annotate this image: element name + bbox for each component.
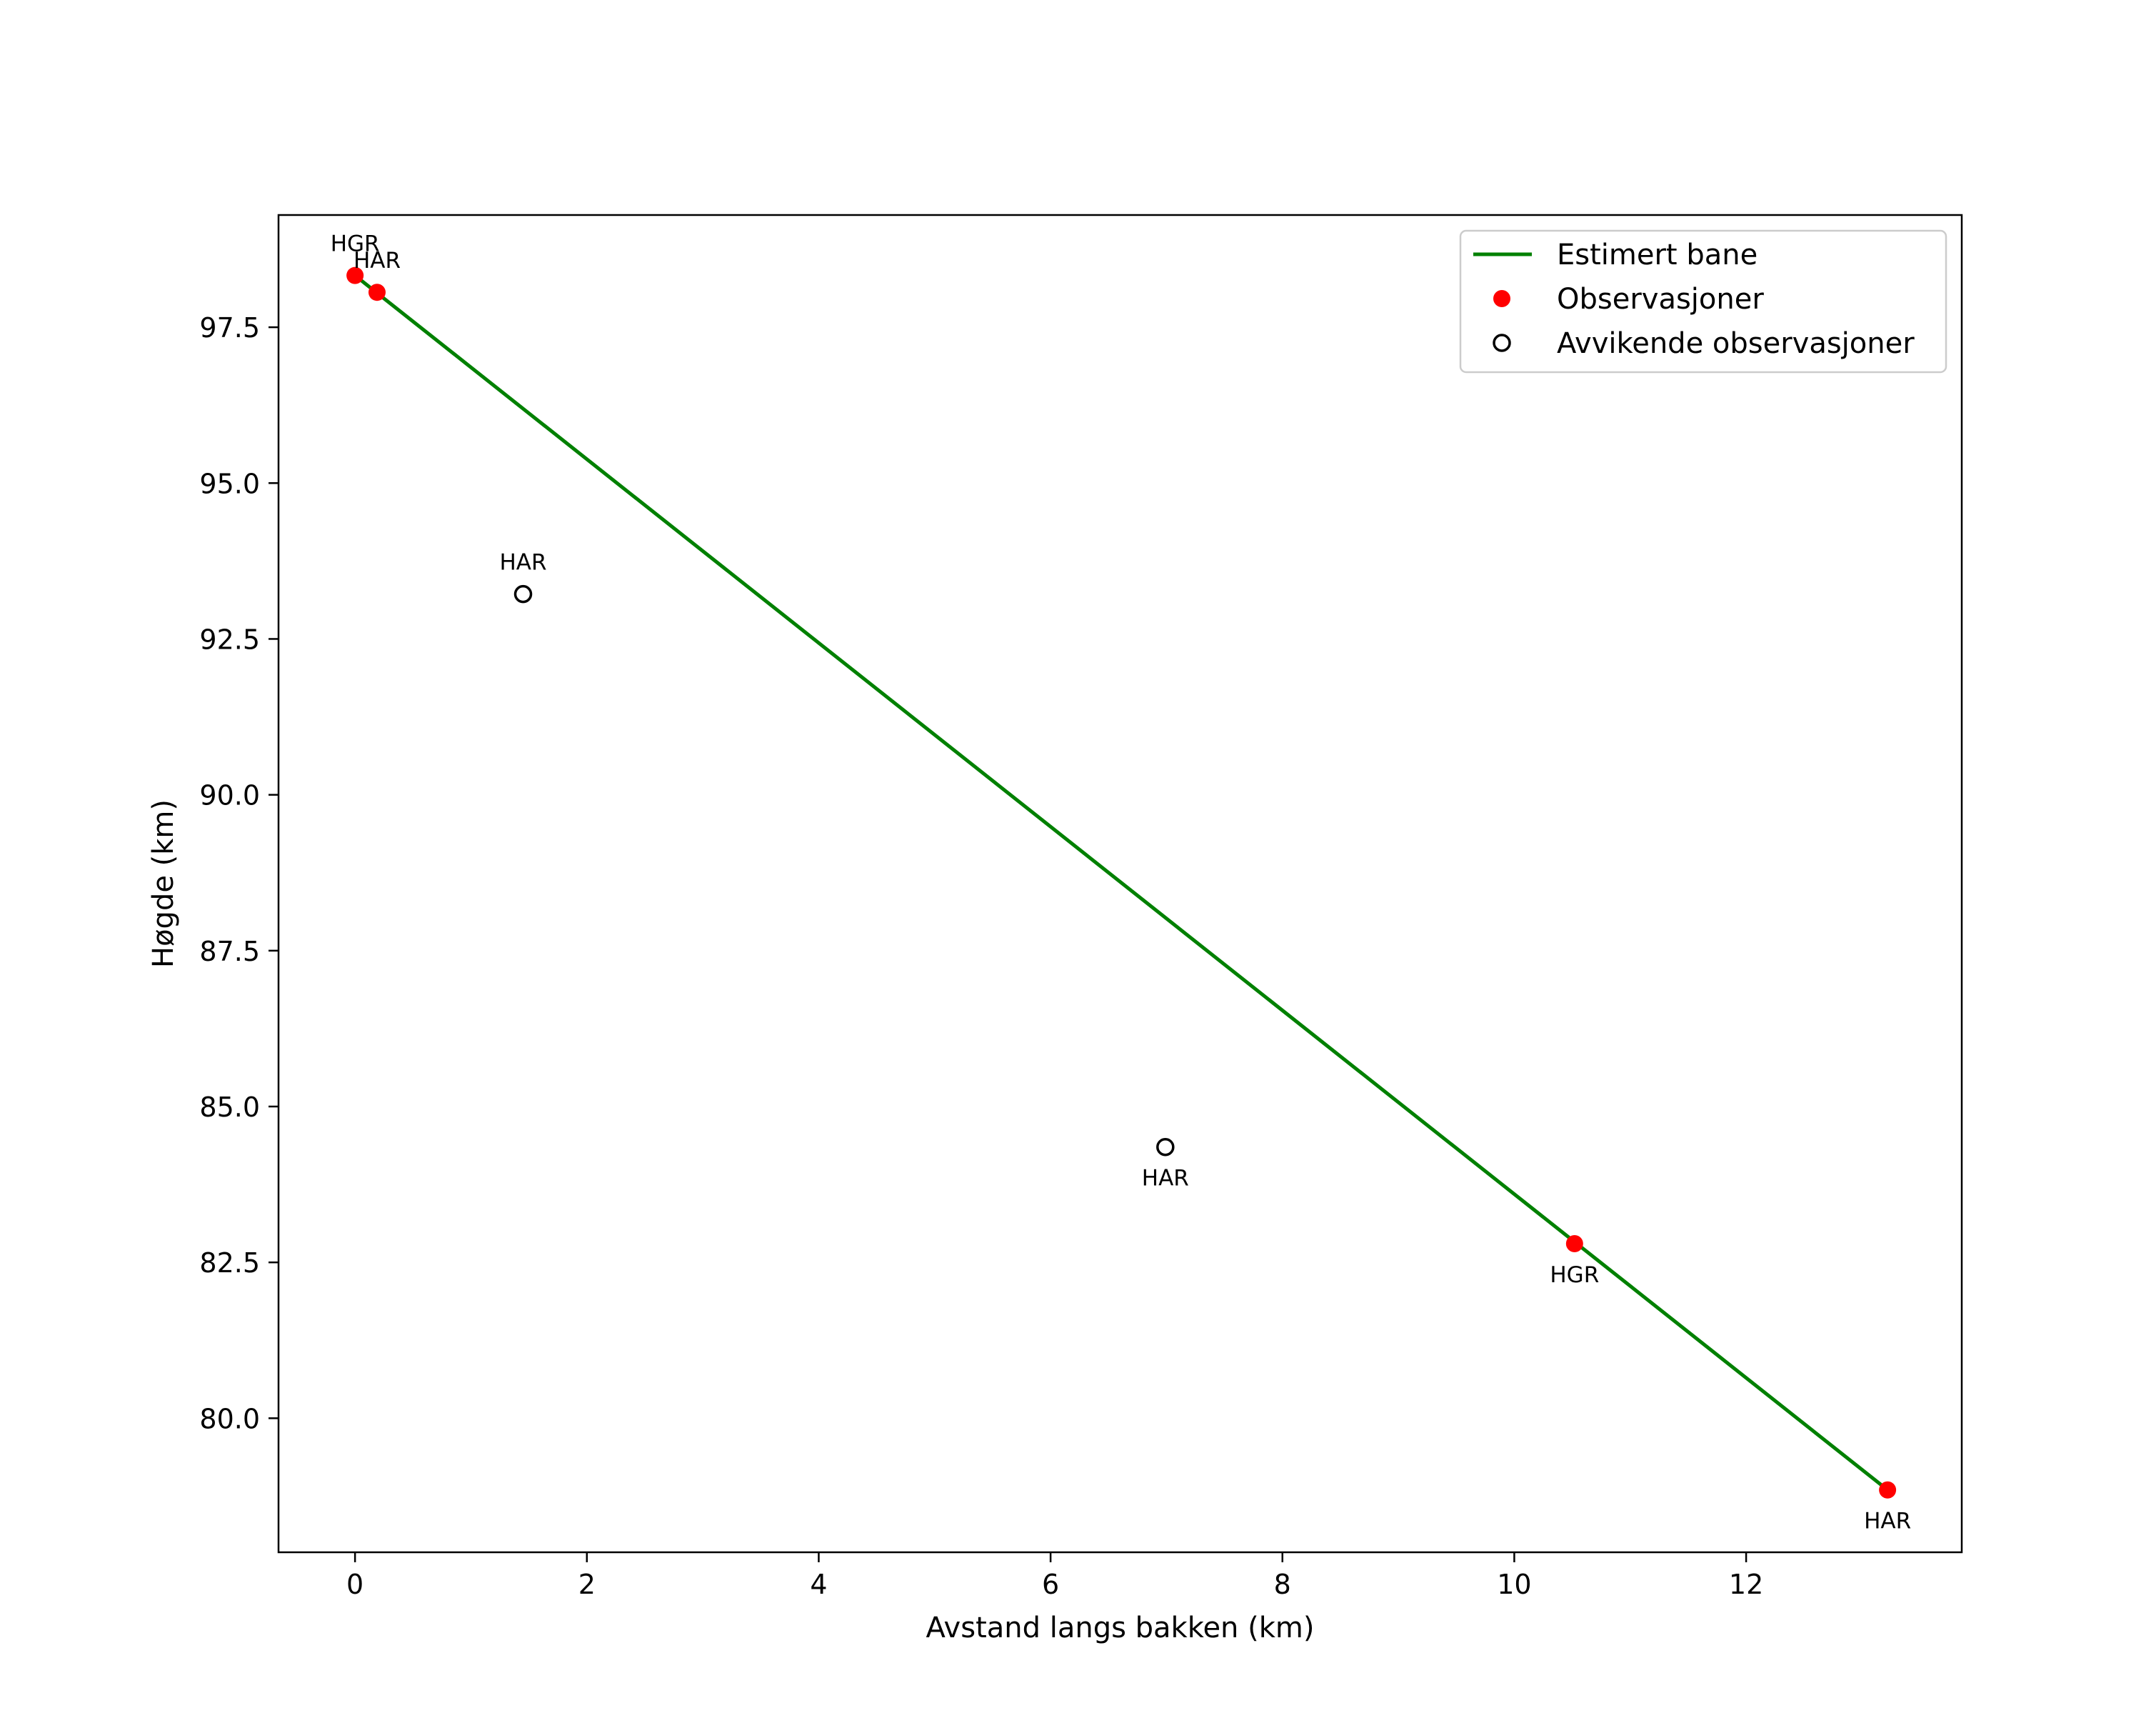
legend: Estimert bane Observasjoner Avvikende obse… — [1459, 229, 1947, 374]
point-label: HAR — [1142, 1166, 1189, 1192]
x-tick-label: 8 — [1274, 1569, 1291, 1600]
legend-label: Estimert bane — [1557, 239, 1758, 271]
axes-frame — [277, 214, 1963, 1554]
observation-point — [346, 266, 364, 284]
legend-box — [1459, 229, 1947, 374]
y-axis-title: Høgde (km) — [147, 799, 180, 968]
point-label: HAR — [499, 550, 546, 576]
outlier-point — [513, 584, 533, 604]
x-tick-label: 4 — [810, 1569, 827, 1600]
y-tick-label: 92.5 — [199, 624, 260, 655]
observation-point — [1565, 1235, 1583, 1252]
x-axis-title: Avstand langs bakken (km) — [926, 1612, 1315, 1644]
x-tick-label: 2 — [578, 1569, 596, 1600]
legend-handle-open-marker — [1493, 334, 1511, 352]
observation-point — [1879, 1481, 1897, 1499]
point-label: HAR — [354, 248, 401, 274]
x-tick-label: 6 — [1042, 1569, 1059, 1600]
observation-point — [368, 284, 386, 301]
y-tick-label: 85.0 — [199, 1092, 260, 1123]
legend-label: Observasjoner — [1557, 283, 1764, 316]
series-line-estimert-bane — [354, 274, 1889, 1492]
outlier-point — [1156, 1137, 1175, 1157]
y-tick-label: 80.0 — [199, 1403, 260, 1434]
y-tick-label: 82.5 — [199, 1247, 260, 1279]
x-tick-label: 10 — [1497, 1569, 1531, 1600]
y-tick-label: 97.5 — [199, 312, 260, 344]
y-tick-label: 95.0 — [199, 468, 260, 499]
y-tick-label: 87.5 — [199, 936, 260, 967]
x-tick-label: 12 — [1729, 1569, 1763, 1600]
y-tick-label: 90.0 — [199, 780, 260, 811]
axes: 0 2 4 6 8 10 12 80.0 82.5 85.0 87.5 90.0 92.5 95.0 97.… — [147, 214, 1963, 1644]
point-label: HAR — [1864, 1509, 1911, 1534]
legend-handle-filled-marker — [1493, 290, 1510, 307]
x-tick-label: 0 — [346, 1569, 363, 1600]
legend-label: Avvikende observasjoner — [1557, 327, 1915, 360]
point-label: HGR — [331, 231, 380, 257]
point-label: HGR — [1550, 1262, 1599, 1288]
